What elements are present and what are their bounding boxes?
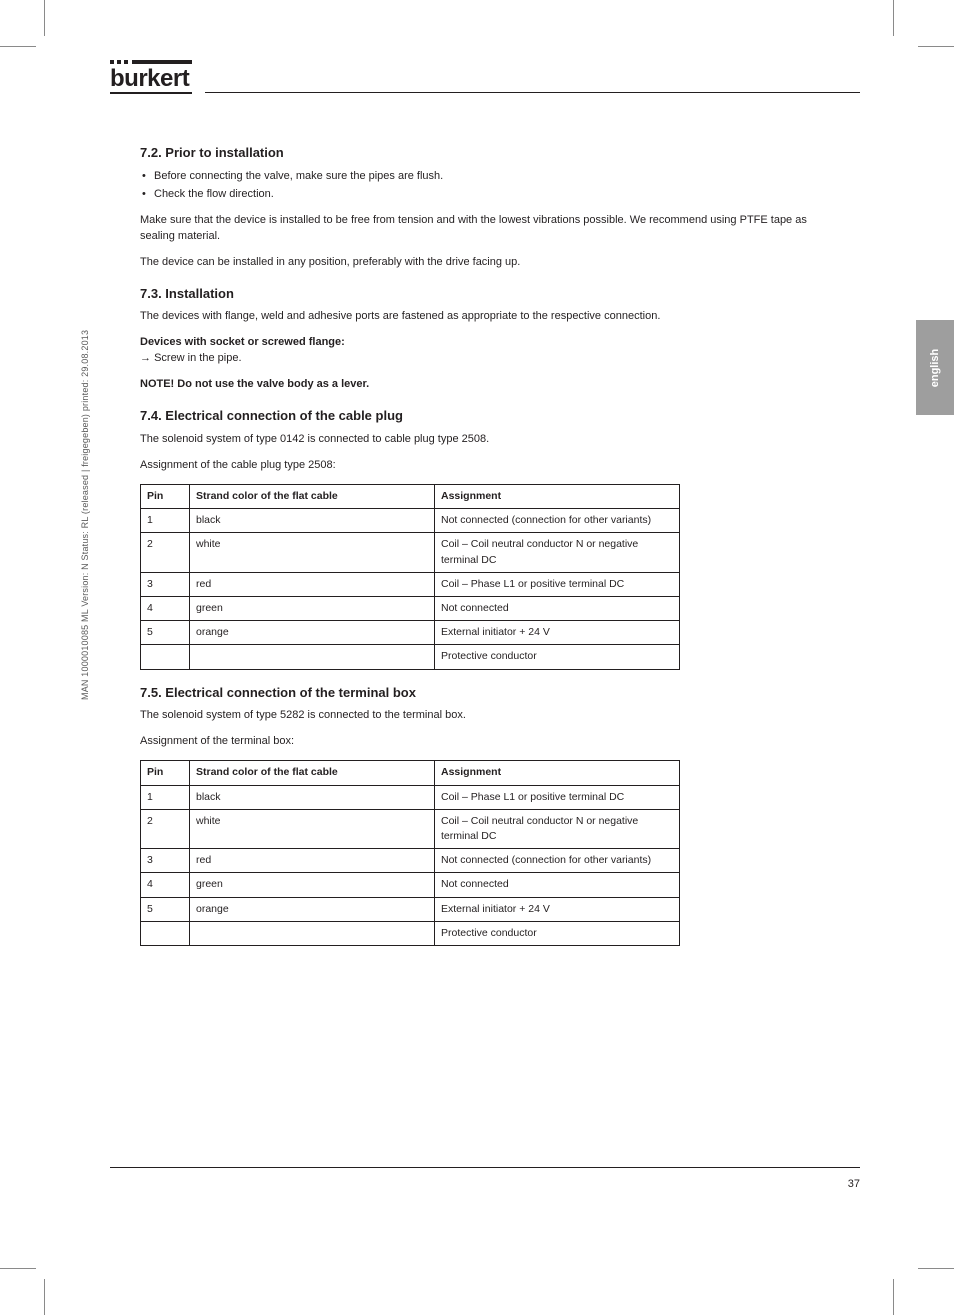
language-tab-label: english bbox=[929, 348, 941, 387]
body-text: The device can be installed in any posit… bbox=[140, 255, 830, 271]
table-cell: Not connected bbox=[435, 873, 680, 897]
table-cell: External initiator + 24 V bbox=[435, 897, 680, 921]
table-cell: black bbox=[190, 509, 435, 533]
table-cell: green bbox=[190, 873, 435, 897]
table-cell: Coil – Coil neutral conductor N or negat… bbox=[435, 809, 680, 848]
body-text: The solenoid system of type 0142 is conn… bbox=[140, 432, 830, 448]
table-row: 3redCoil – Phase L1 or positive terminal… bbox=[141, 572, 680, 596]
heading-7-5: 7.5. Electrical connection of the termin… bbox=[140, 684, 830, 703]
col-assign: Assignment bbox=[435, 761, 680, 785]
table-cell: 4 bbox=[141, 873, 190, 897]
page-content: 7.2. Prior to installation Before connec… bbox=[140, 130, 830, 1150]
inline-label: Devices with socket or screwed flange: bbox=[140, 336, 345, 348]
page-frame: burkert 7.2. Prior to installation Befor… bbox=[110, 60, 860, 1190]
body-text: The devices with flange, weld and adhesi… bbox=[140, 309, 830, 325]
table-cell: white bbox=[190, 533, 435, 572]
table-cell: green bbox=[190, 596, 435, 620]
table-cell bbox=[190, 645, 435, 669]
list-item: Before connecting the valve, make sure t… bbox=[140, 169, 830, 185]
heading-7-2: 7.2. Prior to installation bbox=[140, 144, 830, 163]
col-strand: Strand color of the flat cable bbox=[190, 484, 435, 508]
table-cell: External initiator + 24 V bbox=[435, 621, 680, 645]
table-row: 2whiteCoil – Coil neutral conductor N or… bbox=[141, 809, 680, 848]
table-cell bbox=[141, 645, 190, 669]
table-cell: red bbox=[190, 849, 435, 873]
table-row: 1blackCoil – Phase L1 or positive termin… bbox=[141, 785, 680, 809]
footer-rule bbox=[110, 1167, 860, 1168]
table-cell: 2 bbox=[141, 809, 190, 848]
crop-mark bbox=[44, 0, 45, 36]
table-cell: 5 bbox=[141, 897, 190, 921]
table-row: 2whiteCoil – Coil neutral conductor N or… bbox=[141, 533, 680, 572]
table-cell: Coil – Coil neutral conductor N or negat… bbox=[435, 533, 680, 572]
table-cell: Protective conductor bbox=[435, 645, 680, 669]
crop-mark bbox=[918, 46, 954, 47]
document-meta-sidebar: MAN 1000010085 ML Version: N Status: RL … bbox=[80, 330, 90, 700]
table-row: 4greenNot connected bbox=[141, 596, 680, 620]
table-cell: white bbox=[190, 809, 435, 848]
logo-dots bbox=[110, 60, 128, 64]
table-row: 4greenNot connected bbox=[141, 873, 680, 897]
table-cell: black bbox=[190, 785, 435, 809]
body-text: Make sure that the device is installed t… bbox=[140, 213, 830, 245]
table-cell: Not connected bbox=[435, 596, 680, 620]
table-row: Protective conductor bbox=[141, 645, 680, 669]
col-pin: Pin bbox=[141, 761, 190, 785]
table-cell: Protective conductor bbox=[435, 921, 680, 945]
header-rule bbox=[205, 92, 860, 93]
col-pin: Pin bbox=[141, 484, 190, 508]
page-number: 37 bbox=[848, 1178, 860, 1190]
heading-7-3: 7.3. Installation bbox=[140, 285, 830, 304]
crop-mark bbox=[44, 1279, 45, 1315]
table-cell: 2 bbox=[141, 533, 190, 572]
table-cable-plug: Pin Strand color of the flat cable Assig… bbox=[140, 484, 680, 670]
body-text: The solenoid system of type 5282 is conn… bbox=[140, 708, 830, 724]
col-assign: Assignment bbox=[435, 484, 680, 508]
brand-logo: burkert bbox=[110, 60, 860, 100]
table-row: Protective conductor bbox=[141, 921, 680, 945]
table-cell: 5 bbox=[141, 621, 190, 645]
table-cell: Coil – Phase L1 or positive terminal DC bbox=[435, 785, 680, 809]
table-cell: 3 bbox=[141, 572, 190, 596]
crop-mark bbox=[918, 1268, 954, 1269]
table-cell: Not connected (connection for other vari… bbox=[435, 849, 680, 873]
table-cell bbox=[190, 921, 435, 945]
table-cell: red bbox=[190, 572, 435, 596]
table-header-row: Pin Strand color of the flat cable Assig… bbox=[141, 484, 680, 508]
logo-bar bbox=[132, 60, 192, 64]
table-row: 5orangeExternal initiator + 24 V bbox=[141, 897, 680, 921]
table-cell: Not connected (connection for other vari… bbox=[435, 509, 680, 533]
body-text: Devices with socket or screwed flange: →… bbox=[140, 335, 830, 367]
col-strand: Strand color of the flat cable bbox=[190, 761, 435, 785]
table-row: 3redNot connected (connection for other … bbox=[141, 849, 680, 873]
table-header-row: Pin Strand color of the flat cable Assig… bbox=[141, 761, 680, 785]
crop-mark bbox=[0, 46, 36, 47]
table-terminal-box: Pin Strand color of the flat cable Assig… bbox=[140, 760, 680, 946]
logo-underline bbox=[110, 92, 192, 94]
note-text: NOTE! Do not use the valve body as a lev… bbox=[140, 377, 830, 393]
body-text: Assignment of the cable plug type 2508: bbox=[140, 458, 830, 474]
table-cell: orange bbox=[190, 897, 435, 921]
prior-install-list: Before connecting the valve, make sure t… bbox=[140, 169, 830, 203]
table-row: 1blackNot connected (connection for othe… bbox=[141, 509, 680, 533]
table-cell: 1 bbox=[141, 785, 190, 809]
table-cell: orange bbox=[190, 621, 435, 645]
crop-mark bbox=[0, 1268, 36, 1269]
heading-7-4: 7.4. Electrical connection of the cable … bbox=[140, 407, 830, 426]
logo-wordmark: burkert bbox=[110, 65, 189, 93]
table-cell: 3 bbox=[141, 849, 190, 873]
crop-mark bbox=[893, 0, 894, 36]
body-text: Assignment of the terminal box: bbox=[140, 734, 830, 750]
table-cell: Coil – Phase L1 or positive terminal DC bbox=[435, 572, 680, 596]
table-cell bbox=[141, 921, 190, 945]
table-cell: 1 bbox=[141, 509, 190, 533]
language-tab: english bbox=[916, 320, 954, 415]
table-cell: 4 bbox=[141, 596, 190, 620]
list-item: Check the flow direction. bbox=[140, 187, 830, 203]
inline-text: Screw in the pipe. bbox=[154, 352, 241, 364]
crop-mark bbox=[893, 1279, 894, 1315]
table-row: 5orangeExternal initiator + 24 V bbox=[141, 621, 680, 645]
